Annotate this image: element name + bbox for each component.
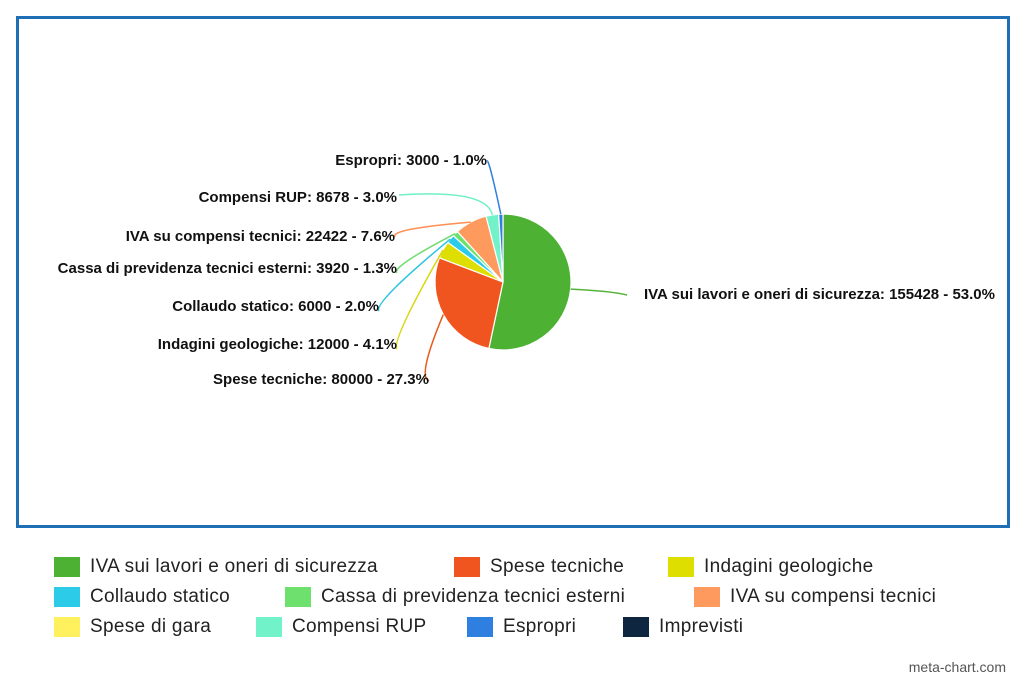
watermark: meta-chart.com <box>908 659 1006 675</box>
pie-slice <box>434 257 504 350</box>
legend-swatch <box>54 617 80 637</box>
legend-swatch <box>285 587 311 607</box>
pie-chart: IVA sui lavori e oneri di sicurezza: 155… <box>58 152 995 388</box>
legend-item[interactable]: Spese di gara <box>54 615 211 639</box>
leader-line <box>395 232 456 274</box>
legend-swatch <box>668 557 694 577</box>
legend-item[interactable]: Spese tecniche <box>454 555 624 579</box>
chart-frame: IVA sui lavori e oneri di sicurezza: 155… <box>16 16 1010 528</box>
legend-label: IVA sui lavori e oneri di sicurezza <box>90 556 378 577</box>
legend-item[interactable]: Cassa di previdenza tecnici esterni <box>285 585 625 609</box>
slice-data-label: Collaudo statico: 6000 - 2.0% <box>172 298 379 315</box>
legend-swatch <box>54 587 80 607</box>
legend-item[interactable]: Collaudo statico <box>54 585 230 609</box>
legend-label: Imprevisti <box>659 616 744 637</box>
legend-swatch <box>694 587 720 607</box>
legend-label: Cassa di previdenza tecnici esterni <box>321 586 626 607</box>
leader-line <box>424 314 444 382</box>
leader-line <box>486 160 502 215</box>
legend-item[interactable]: IVA su compensi tecnici <box>694 585 936 609</box>
legend-swatch <box>467 617 493 637</box>
slice-data-label: IVA sui lavori e oneri di sicurezza: 155… <box>644 286 995 303</box>
leader-line <box>395 249 444 350</box>
legend-swatch <box>54 557 80 577</box>
legend-label: IVA su compensi tecnici <box>730 586 937 607</box>
slice-data-label: Indagini geologiche: 12000 - 4.1% <box>158 336 397 353</box>
legend-swatch <box>256 617 282 637</box>
slice-data-label: IVA su compensi tecnici: 22422 - 7.6% <box>126 228 395 245</box>
legend-swatch <box>623 617 649 637</box>
leader-line <box>377 238 451 312</box>
legend-label: Indagini geologiche <box>704 556 874 577</box>
leader-line <box>393 221 471 238</box>
legend-item[interactable]: IVA sui lavori e oneri di sicurezza <box>54 555 378 579</box>
legend-swatch <box>454 557 480 577</box>
legend-item[interactable]: Imprevisti <box>623 615 743 639</box>
legend-label: Collaudo statico <box>90 586 230 607</box>
slice-data-label: Spese tecniche: 80000 - 27.3% <box>213 371 429 388</box>
legend-item[interactable]: Espropri <box>467 615 576 639</box>
legend-label: Spese di gara <box>90 616 212 637</box>
slice-data-label: Compensi RUP: 8678 - 3.0% <box>199 189 397 206</box>
legend-label: Spese tecniche <box>490 556 625 577</box>
slice-data-label: Espropri: 3000 - 1.0% <box>335 152 487 169</box>
legend-item[interactable]: Compensi RUP <box>256 615 427 639</box>
leader-line <box>570 288 628 296</box>
legend-label: Compensi RUP <box>292 616 427 637</box>
legend-label: Espropri <box>503 616 577 637</box>
slice-data-label: Cassa di previdenza tecnici esterni: 392… <box>58 260 397 277</box>
leader-line <box>398 193 494 216</box>
legend-item[interactable]: Indagini geologiche <box>668 555 873 579</box>
